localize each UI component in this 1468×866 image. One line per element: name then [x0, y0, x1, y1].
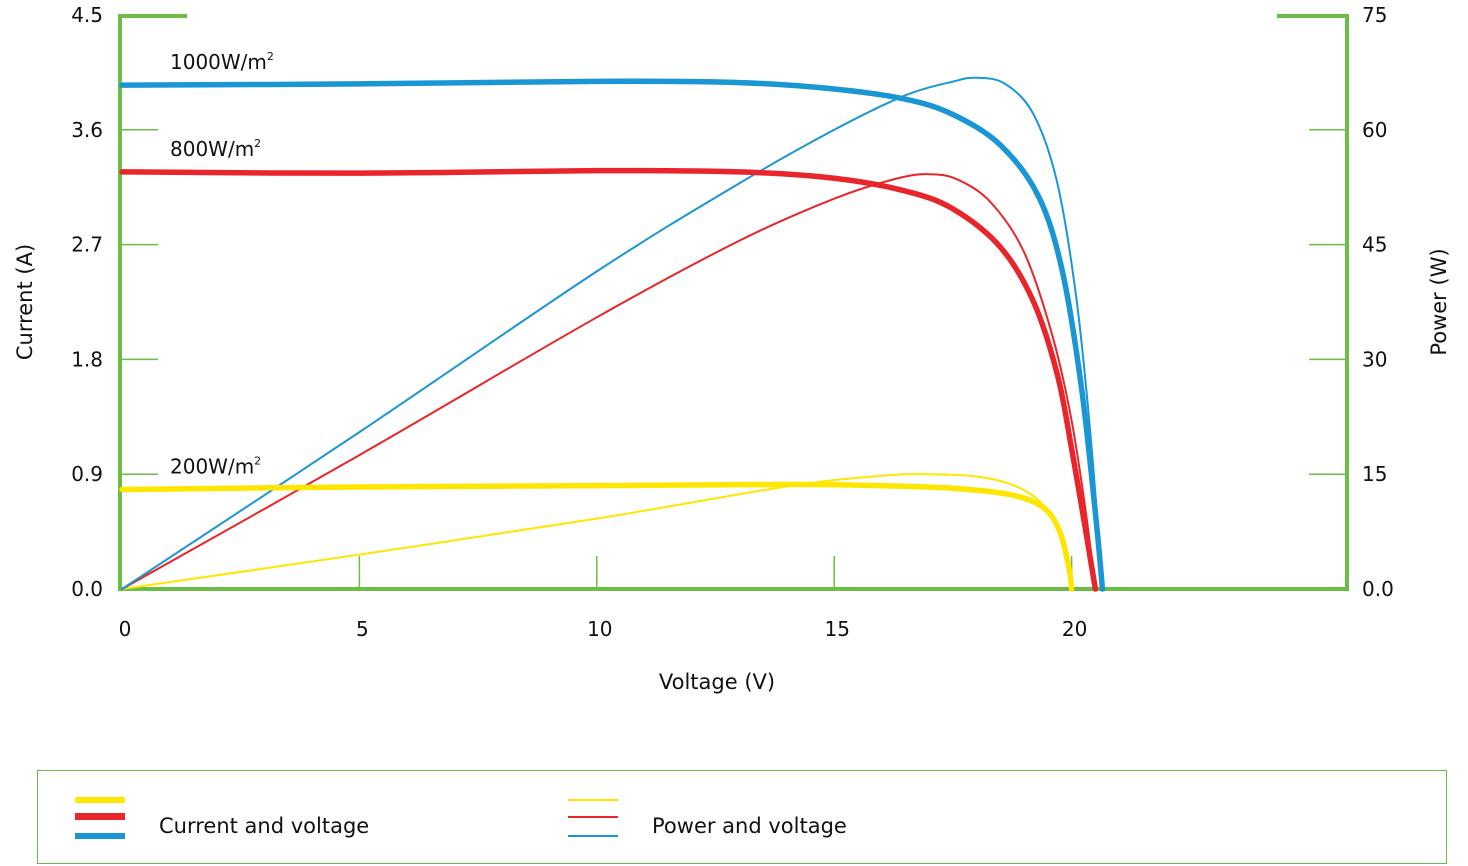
tick-labels: 0.0 0.9 1.8 2.7 3.6 4.5 0.0 15 30 45 60 75 0 5 10 15 20: [71, 3, 1394, 641]
x-tick-label: 15: [824, 617, 849, 641]
series-layer: [119, 76, 1106, 592]
y-left-tick-label: 0.0: [71, 577, 103, 601]
legend-swatch-yellow-thick: [75, 797, 125, 803]
legend: Current and voltage Power and voltage: [37, 770, 1447, 864]
y-left-tick-label: 4.5: [71, 3, 103, 27]
legend-label-current: Current and voltage: [159, 814, 370, 838]
y-right-tick-label: 30: [1362, 347, 1387, 371]
irradiance-labels: 1000W/m2 800W/m2 200W/m2: [170, 50, 274, 478]
irradiance-label-sup: 2: [267, 50, 274, 63]
irradiance-label-sup: 2: [254, 137, 261, 150]
irradiance-label: 1000W/m2: [170, 50, 274, 74]
legend-swatch-yellow-thin: [568, 799, 618, 801]
y-right-tick-label: 0.0: [1362, 577, 1394, 601]
legend-label-power: Power and voltage: [652, 814, 847, 838]
legend-swatch-blue-thick: [75, 833, 125, 839]
series-power-1000w-m2: [121, 76, 1104, 590]
x-tick-label: 5: [356, 617, 369, 641]
series-power-800w-m2: [121, 173, 1097, 590]
y-right-tick-label: 75: [1362, 3, 1387, 27]
irradiance-label-sup: 2: [254, 455, 261, 468]
y-right-tick-label: 60: [1362, 118, 1387, 142]
legend-swatch-red-thick: [75, 813, 125, 820]
y-right-axis-title: Power (W): [1427, 248, 1451, 355]
y-right-tick-label: 45: [1362, 233, 1387, 257]
legend-swatch-power: [568, 797, 618, 843]
series-current-200w-m2: [119, 481, 1075, 592]
y-left-tick-label: 2.7: [71, 233, 103, 257]
legend-swatch-blue-thin: [568, 835, 618, 837]
legend-swatch-red-thin: [568, 816, 618, 818]
x-axis-title: Voltage (V): [659, 670, 775, 694]
series-current-1000w-m2: [119, 78, 1106, 592]
x-tick-label: 10: [587, 617, 612, 641]
x-tick-label: 20: [1062, 617, 1087, 641]
y-left-tick-label: 1.8: [71, 347, 103, 371]
legend-swatch-current: [75, 797, 125, 843]
irradiance-label: 800W/m2: [170, 137, 261, 161]
y-left-tick-label: 0.9: [71, 462, 103, 486]
x-tick-label: 0: [119, 617, 132, 641]
irradiance-label: 200W/m2: [170, 455, 261, 479]
y-left-axis-title: Current (A): [13, 244, 37, 360]
tick-marks: [122, 129, 1347, 589]
y-right-tick-label: 15: [1362, 462, 1387, 486]
series-current-800w-m2: [119, 167, 1099, 592]
axis-frame: [118, 14, 1349, 591]
y-left-tick-label: 3.6: [71, 118, 103, 142]
